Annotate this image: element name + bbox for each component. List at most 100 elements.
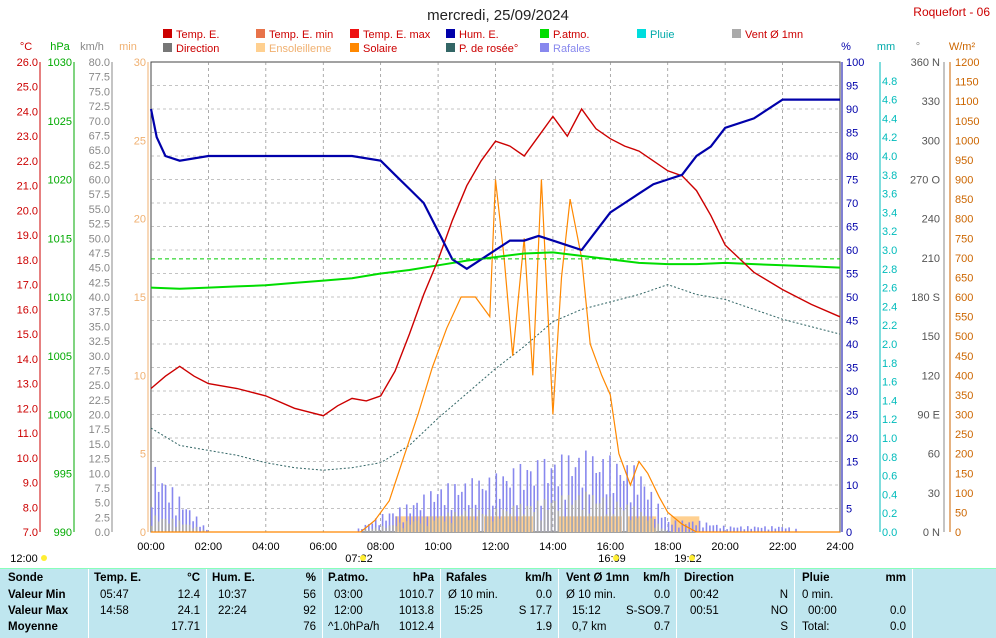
gust-bar [760, 527, 763, 532]
wind-bar [374, 527, 377, 532]
gust-bar [161, 483, 163, 532]
gust-bar [574, 467, 577, 532]
time-label: 02:00 [195, 541, 223, 553]
tick-label-rain: 0.2 [882, 508, 897, 520]
tick-label-temp: 23.0 [17, 131, 38, 143]
tick-label-wind: 80.0 [89, 57, 110, 69]
gust-bar [705, 522, 708, 532]
gust-bar [698, 520, 701, 532]
tick-label-humidity: 85 [846, 128, 858, 140]
wind-bar [474, 520, 477, 532]
tick-label-humidity: 70 [846, 198, 858, 210]
tick-label-solar: 0 [955, 527, 961, 539]
tick-label-rain: 4.6 [882, 95, 897, 107]
gust-bar [450, 509, 453, 532]
time-label: 04:00 [252, 541, 280, 553]
wind-bar [164, 519, 167, 532]
gust-bar [674, 520, 677, 532]
tick-label-wind: 25.0 [89, 380, 110, 392]
stats-wind-header: Vent Ø 1mn [566, 572, 630, 584]
tick-label-temp: 22.0 [17, 156, 38, 168]
tick-label-wind: 37.5 [89, 307, 110, 319]
gust-bar [547, 483, 549, 532]
gust-bar [182, 509, 184, 532]
wind-bar [516, 520, 518, 532]
tick-label-humidity: 90 [846, 104, 858, 116]
stats-temp-col: Temp. E. °C 05:47 12.4 14:58 24.1 17.71 [92, 569, 204, 638]
gust-bar [764, 526, 766, 532]
gust-bar [199, 526, 201, 532]
tick-label-temp: 12.0 [17, 403, 38, 415]
wind-bar [536, 500, 539, 532]
tick-label-solar: 750 [955, 233, 973, 245]
stats-wind-col: Vent Ø 1mn km/h Ø 10 min. 0.0 15:12 S-SO… [562, 569, 674, 638]
wind-bar [657, 523, 660, 532]
stats-dir-max-value: NO [770, 605, 788, 617]
gust-bar [523, 489, 525, 532]
gust-bar [461, 491, 463, 532]
wind-bar [591, 495, 594, 532]
tick-label-wind: 72.5 [89, 101, 110, 113]
gust-bar [371, 523, 374, 532]
wind-bar [192, 528, 194, 532]
gust-bar [691, 521, 694, 532]
gust-bar [664, 517, 666, 532]
wind-bar [457, 516, 460, 532]
sunshine-bar [395, 516, 479, 532]
gust-bar [598, 472, 601, 532]
gust-bar [746, 526, 749, 532]
wind-bar [378, 529, 380, 532]
tick-label-pressure: 995 [54, 468, 72, 480]
gust-bar [771, 526, 773, 532]
time-label: 18:00 [654, 541, 682, 553]
stats-press-max-time: 12:00 [334, 605, 363, 617]
tick-label-wind: 40.0 [89, 292, 110, 304]
wind-bar [585, 491, 587, 532]
tick-label-temp: 15.0 [17, 329, 38, 341]
gust-bar [457, 494, 460, 532]
tick-label-solar: 650 [955, 272, 973, 284]
gust-bar [695, 525, 697, 532]
tick-label-minutes: 10 [134, 370, 146, 382]
gust-bar [471, 478, 473, 532]
stats-rain-max-time: 00:00 [808, 605, 837, 617]
tick-label-minutes: 15 [134, 292, 146, 304]
wind-bar [426, 526, 429, 532]
gust-bar [719, 528, 722, 532]
gust-bar [636, 494, 639, 532]
gust-bar [157, 491, 160, 532]
tick-label-humidity: 0 [846, 527, 852, 539]
gust-bar [543, 458, 546, 532]
tick-label-humidity: 95 [846, 81, 858, 93]
tick-label-rain: 2.8 [882, 264, 897, 276]
gust-bar [609, 455, 611, 532]
gust-bar [557, 486, 560, 532]
tick-label-temp: 17.0 [17, 280, 38, 292]
legend-swatch [446, 29, 455, 38]
gust-bar [736, 527, 739, 532]
stats-press-col: P.atmo. hPa 03:00 1010.7 12:00 1013.8 ^1… [326, 569, 438, 638]
stats-press-min-value: 1010.7 [398, 589, 434, 601]
gust-bar [750, 528, 753, 532]
stats-hum-col: Hum. E. % 10:37 56 22:24 92 76 [210, 569, 320, 638]
axis-unit-label: % [841, 41, 851, 53]
gust-bar [385, 520, 387, 532]
wind-bar [616, 501, 618, 532]
tick-label-rain: 0.6 [882, 471, 897, 483]
wind-bar [388, 525, 391, 532]
wind-bar [505, 511, 508, 532]
tick-label-humidity: 60 [846, 245, 858, 257]
wind-bar [605, 514, 608, 532]
gust-bar [505, 480, 508, 532]
tick-label-rain: 3.6 [882, 189, 897, 201]
wind-bar [526, 505, 529, 532]
stats-temp-max-time: 14:58 [100, 605, 129, 617]
stats-wind-unit: km/h [643, 572, 670, 584]
stats-press-max-value: 1013.8 [398, 605, 434, 617]
gust-bar [722, 525, 725, 532]
tick-label-direction: 210 [922, 253, 940, 265]
tick-label-wind: 65.0 [89, 145, 110, 157]
gust-bar [388, 513, 391, 532]
gust-bar [647, 499, 649, 532]
wind-bar [168, 523, 170, 532]
